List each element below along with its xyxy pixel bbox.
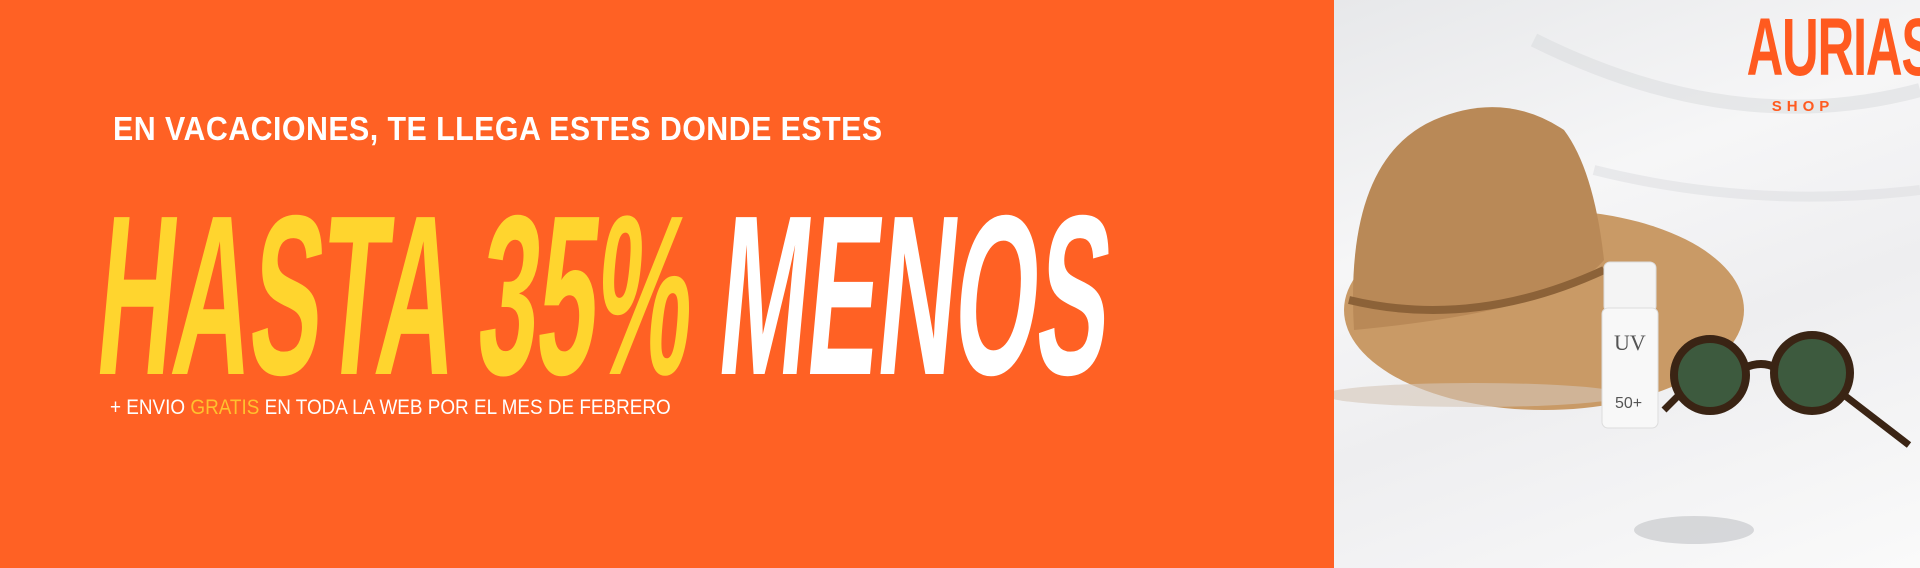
aurias-logo[interactable]: AURIAS SHOP xyxy=(1712,2,1920,116)
footnote-suffix: EN TODA LA WEB POR EL MES DE FEBRERO xyxy=(264,396,671,419)
promo-headline: HASTA 35% MENOS xyxy=(88,169,1122,423)
bottle-spf: 50+ xyxy=(1615,395,1642,412)
logo-name: AURIAS xyxy=(1746,2,1920,93)
promo-subtitle: EN VACACIONES, TE LLEGA ESTES DONDE ESTE… xyxy=(113,110,883,147)
promo-footnote: + ENVIO GRATIS EN TODA LA WEB POR EL MES… xyxy=(110,396,671,420)
logo-tagline: SHOP xyxy=(1771,98,1835,115)
footnote-highlight: GRATIS xyxy=(190,396,260,419)
sunglasses-image xyxy=(1661,331,1912,448)
product-photo: UV 50+ AURIAS SHOP xyxy=(1334,0,1920,568)
footnote-prefix: + ENVIO xyxy=(110,396,186,419)
headline-discount: HASTA 35% xyxy=(88,169,705,423)
sunscreen-bottle-image: UV 50+ xyxy=(1601,261,1754,544)
bottle-label: UV xyxy=(1614,330,1646,355)
promo-panel: EN VACACIONES, TE LLEGA ESTES DONDE ESTE… xyxy=(88,110,1122,423)
headline-menos: MENOS xyxy=(709,169,1122,423)
leaf-shadows xyxy=(1530,33,1920,202)
